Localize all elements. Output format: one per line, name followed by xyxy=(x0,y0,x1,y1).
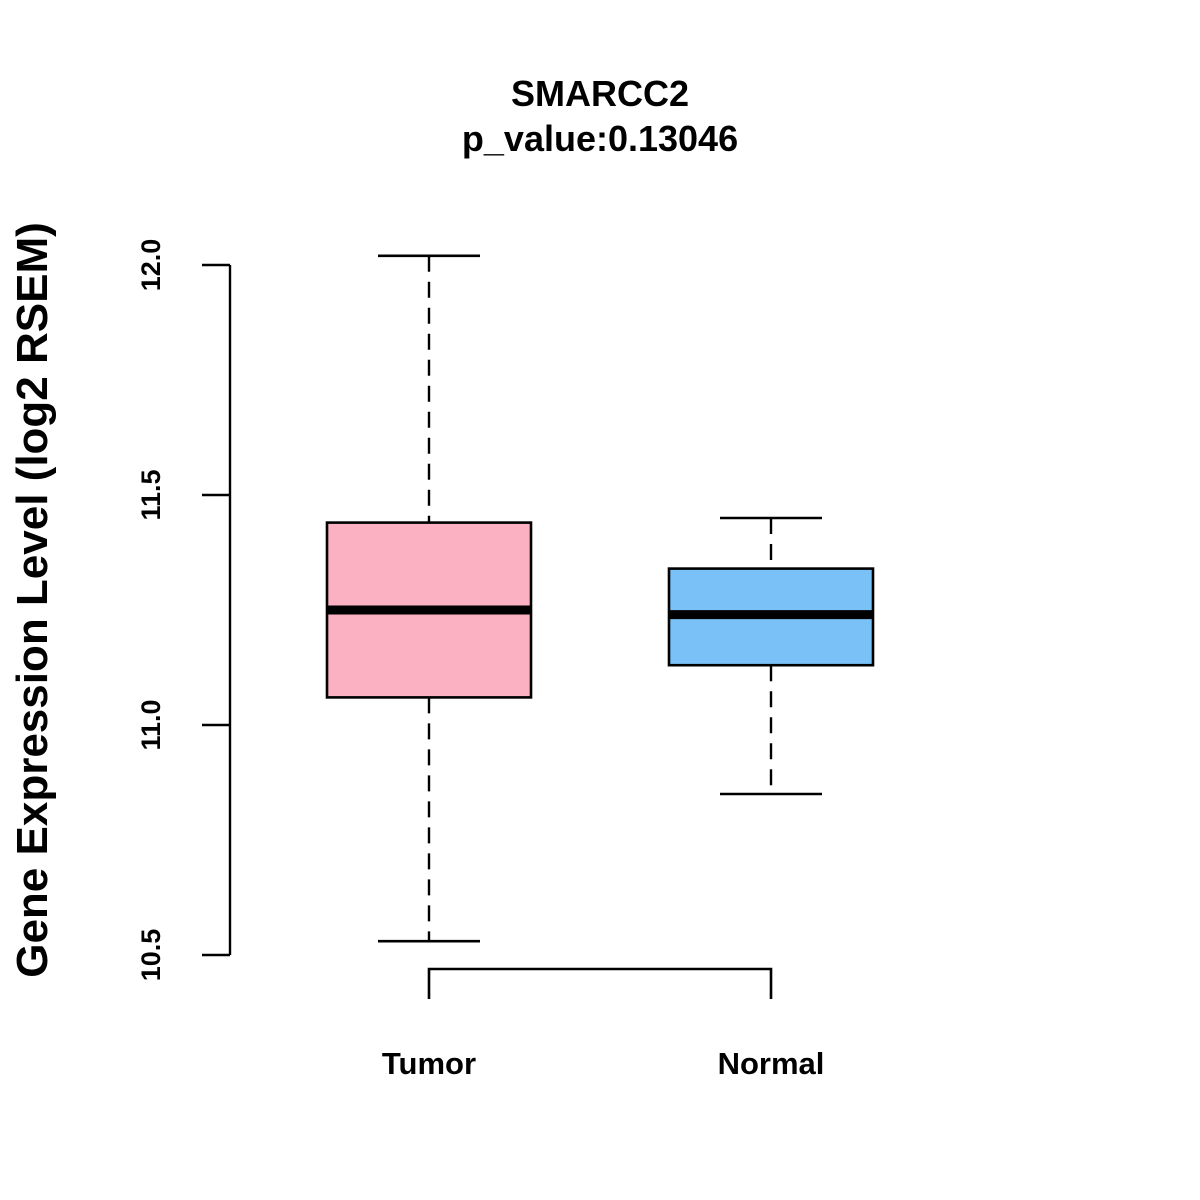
x-label-tumor: Tumor xyxy=(382,1046,476,1081)
bracket-line xyxy=(427,967,773,999)
box-normal xyxy=(667,516,875,796)
x-axis-labels: Tumor Normal xyxy=(382,1046,824,1081)
y-tick-label: 12.0 xyxy=(136,239,166,292)
x-label-normal: Normal xyxy=(718,1046,825,1081)
boxes-layer xyxy=(325,254,875,943)
chart-subtitle: p_value:0.13046 xyxy=(462,118,738,159)
y-tick-label: 11.0 xyxy=(136,699,166,750)
y-axis-label: Gene Expression Level (log2 RSEM) xyxy=(8,222,57,978)
significance-bracket xyxy=(427,967,773,999)
chart-title: SMARCC2 xyxy=(511,73,689,114)
box-tumor xyxy=(325,254,533,943)
y-tick-label: 11.5 xyxy=(136,469,166,520)
y-axis: 10.5 11.0 11.5 12.0 xyxy=(136,239,232,982)
y-tick-label: 10.5 xyxy=(136,929,166,982)
